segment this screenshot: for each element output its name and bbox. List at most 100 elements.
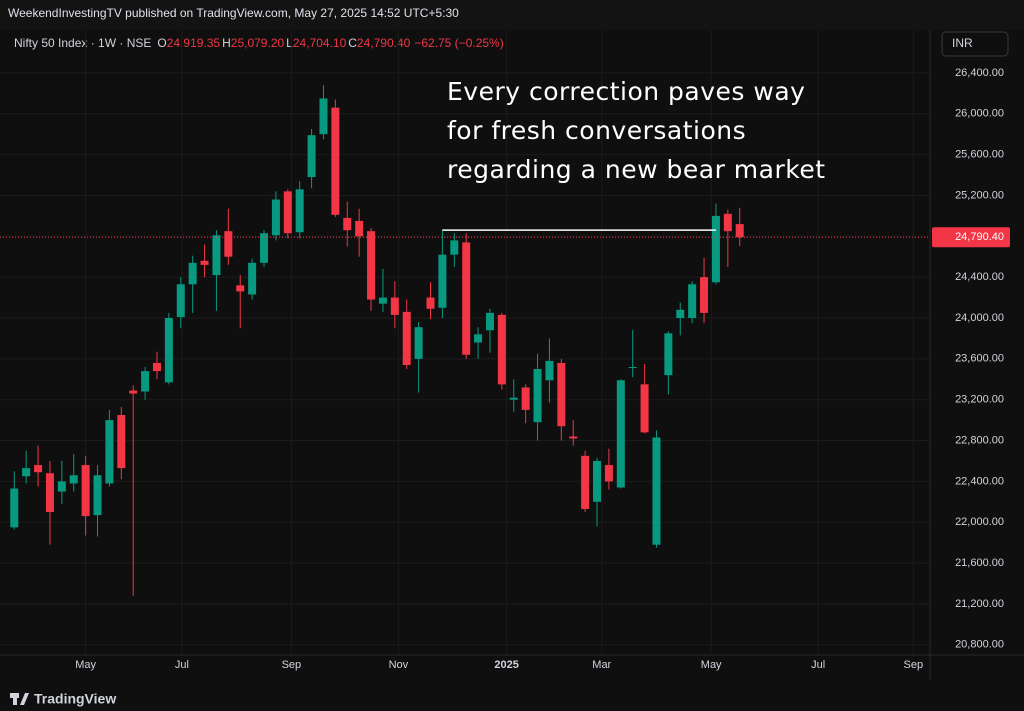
candle-body: [271, 199, 280, 236]
candle-body: [260, 233, 269, 263]
candle-body: [485, 312, 494, 331]
candle-body: [438, 254, 447, 308]
x-tick-label: May: [701, 659, 722, 671]
candle-body: [176, 284, 185, 317]
candle-body: [426, 297, 435, 309]
y-tick-label: 22,400.00: [955, 475, 1004, 487]
ohlc-key: O: [157, 36, 166, 50]
last-price-box: [932, 227, 1010, 248]
ohlc-value: 25,079.20: [231, 36, 285, 50]
candle-body: [652, 437, 661, 545]
y-tick-label: 26,400.00: [955, 67, 1004, 79]
ohlc-key: L: [286, 36, 293, 50]
candle-body: [402, 311, 411, 365]
candle-body: [616, 380, 625, 488]
y-tick-label: 23,600.00: [955, 353, 1004, 365]
candle-body: [343, 217, 352, 231]
top-bar: [0, 0, 1024, 30]
change: −62.75 (−0.25%): [414, 36, 503, 50]
candle-body: [735, 224, 744, 238]
candle-body: [295, 189, 304, 233]
candle-body: [664, 333, 673, 376]
candle-body: [711, 215, 720, 283]
symbol-legend: Nifty 50 Index · 1W · NSE O24,919.35 H25,0…: [14, 36, 504, 50]
candle-body: [367, 231, 376, 300]
candle-body: [105, 420, 114, 484]
x-tick-label: Nov: [389, 659, 409, 671]
x-tick-label: Sep: [904, 659, 924, 671]
ohlc-key: C: [348, 36, 357, 50]
annotation-line: regarding a new bear market: [447, 155, 826, 184]
ohlc-value: 24,790.40: [357, 36, 411, 50]
candle-body: [45, 473, 54, 513]
candle-body: [533, 369, 542, 423]
currency-label[interactable]: INR: [952, 36, 973, 50]
candle-body: [390, 297, 399, 315]
candle-body: [688, 284, 697, 318]
currency-button[interactable]: [941, 31, 1009, 57]
candle-body: [497, 314, 506, 385]
candle-body: [200, 260, 209, 265]
candle-body: [593, 460, 602, 502]
y-tick-label: 20,800.00: [955, 639, 1004, 651]
candle-body: [57, 481, 66, 492]
candle-body: [414, 327, 423, 359]
candle-body: [557, 362, 566, 427]
x-tick-label: 2025: [494, 659, 518, 671]
y-tick-label: 21,600.00: [955, 557, 1004, 569]
y-tick-label: 24,400.00: [955, 271, 1004, 283]
candle-body: [283, 191, 292, 234]
ohlc-key: H: [222, 36, 231, 50]
candle-body: [355, 220, 364, 237]
logo-shape: [13, 693, 17, 705]
y-tick-label: 22,000.00: [955, 516, 1004, 528]
candle-body: [581, 455, 590, 509]
candle-body: [331, 107, 340, 215]
brand-logo: [10, 693, 29, 705]
candle-body: [224, 231, 233, 257]
y-tick-label: 22,800.00: [955, 434, 1004, 446]
footer: [0, 685, 1024, 711]
candle-body: [212, 235, 221, 276]
brand-name: TradingView: [34, 691, 116, 707]
annotation-line: Every correction paves way: [447, 77, 805, 106]
annotation-line: for fresh conversations: [447, 116, 746, 145]
candle-body: [152, 362, 161, 372]
candle-body: [462, 242, 471, 355]
ohlc-value: 24,704.10: [293, 36, 347, 50]
y-tick-label: 25,600.00: [955, 148, 1004, 160]
candle-body: [141, 371, 150, 392]
candle-body: [34, 465, 43, 473]
candle-body: [378, 297, 387, 304]
y-tick-label: 21,200.00: [955, 598, 1004, 610]
candle-body: [69, 475, 78, 484]
candle-body: [164, 317, 173, 383]
y-tick-label: 24,000.00: [955, 312, 1004, 324]
y-tick-label: 26,000.00: [955, 108, 1004, 120]
ohlc-value: 24,919.35: [167, 36, 221, 50]
candle-body: [628, 367, 637, 369]
candle-body: [248, 262, 257, 295]
candle-body: [93, 475, 102, 516]
y-tick-label: 23,200.00: [955, 394, 1004, 406]
candle-body: [569, 436, 578, 439]
last-price-label: 24,790.40: [955, 231, 1004, 243]
x-tick-label: May: [75, 659, 96, 671]
candle-body: [509, 397, 518, 400]
candle-body: [188, 262, 197, 285]
candle-body: [521, 387, 530, 410]
x-tick-label: Jul: [175, 659, 189, 671]
symbol: Nifty 50 Index · 1W · NSE: [14, 36, 151, 50]
candle-body: [676, 309, 685, 318]
y-tick-label: 25,200.00: [955, 189, 1004, 201]
candle-body: [307, 135, 316, 178]
candle-body: [604, 465, 613, 482]
x-tick-label: Sep: [282, 659, 302, 671]
candle-body: [117, 415, 126, 469]
candle-body: [129, 390, 138, 394]
candle-body: [10, 488, 19, 528]
candle-body: [236, 285, 245, 292]
candle-body: [700, 277, 709, 313]
candle-body: [723, 213, 732, 232]
